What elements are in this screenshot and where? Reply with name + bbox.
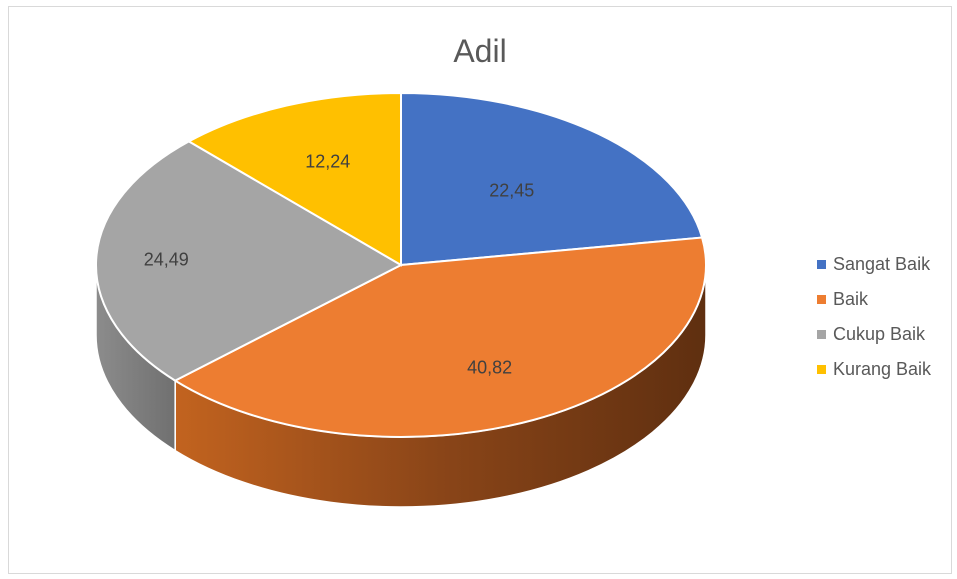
legend-swatch bbox=[817, 294, 826, 304]
legend-label: Kurang Baik bbox=[833, 358, 932, 379]
pie-slice-sangat-baik[interactable] bbox=[400, 91, 704, 267]
pie-data-labels: 22,45 40,82 24,49 12,24 bbox=[144, 152, 534, 378]
data-label-baik: 40,82 bbox=[467, 358, 512, 378]
legend-swatch bbox=[817, 364, 826, 374]
legend: Sangat Baik Baik Cukup Baik Kurang Baik bbox=[817, 252, 931, 392]
legend-label: Baik bbox=[833, 288, 869, 309]
legend-label: Sangat Baik bbox=[833, 253, 931, 274]
data-label-sangat-baik: 22,45 bbox=[489, 180, 534, 200]
pie-slice-kurang-baik[interactable] bbox=[186, 91, 402, 267]
legend-swatch bbox=[817, 259, 826, 269]
legend-label: Cukup Baik bbox=[833, 323, 926, 344]
data-label-cukup-baik: 24,49 bbox=[144, 249, 189, 269]
legend-item-baik: Baik bbox=[817, 287, 931, 311]
legend-item-cukup-baik: Cukup Baik bbox=[817, 322, 931, 346]
pie-chart: 22,45 40,82 24,49 12,24 bbox=[95, 91, 707, 508]
legend-swatch bbox=[817, 329, 826, 339]
legend-item-kurang-baik: Kurang Baik bbox=[817, 357, 931, 381]
legend-item-sangat-baik: Sangat Baik bbox=[817, 252, 931, 276]
pie-slice-baik[interactable] bbox=[173, 236, 707, 438]
chart-title: Adil bbox=[453, 33, 507, 69]
pie-slices bbox=[95, 91, 707, 438]
chart-area: Adil 22,45 40,82 24,49 12,24 Sangat Baik Bai… bbox=[8, 6, 952, 574]
pie-slice-cukup-baik[interactable] bbox=[95, 140, 404, 382]
data-label-kurang-baik: 12,24 bbox=[305, 152, 350, 172]
